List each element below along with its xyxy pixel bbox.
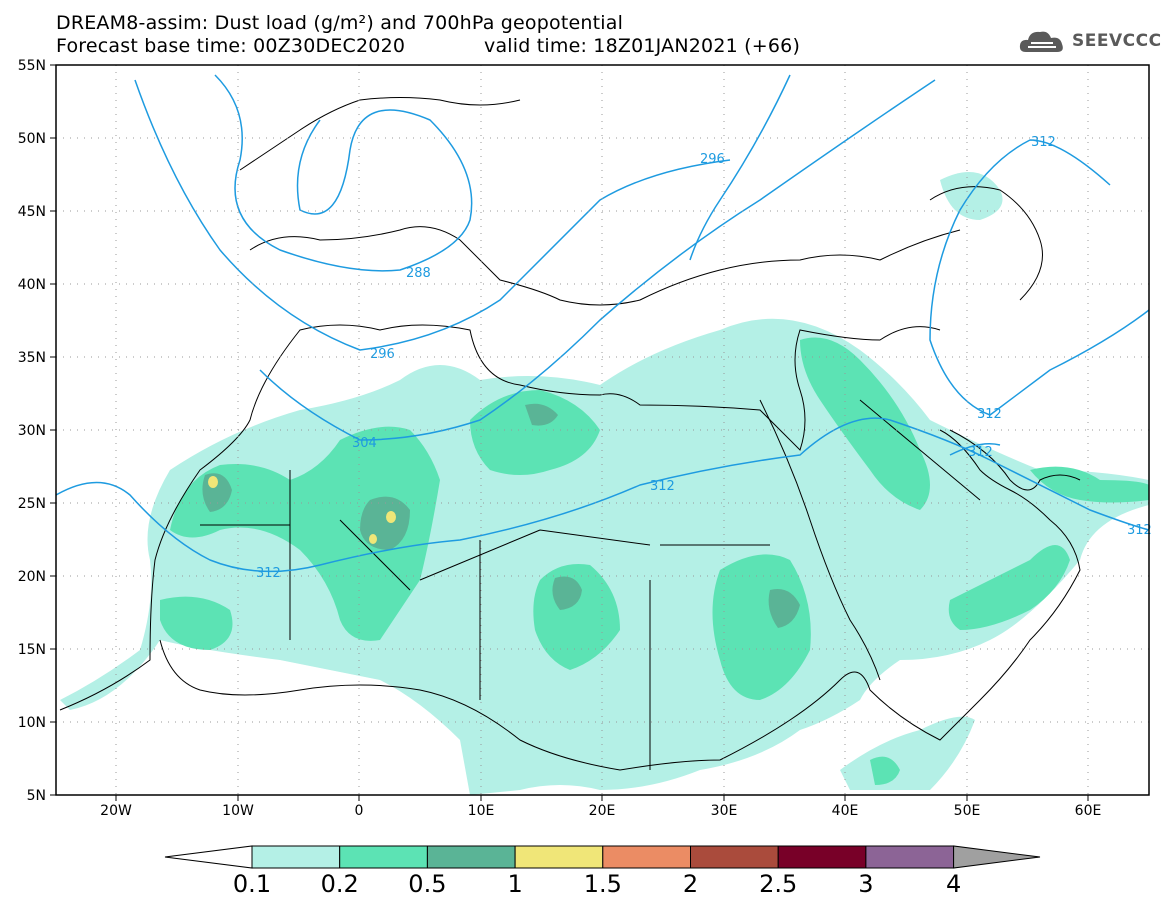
colorbar-label: 1 [507, 870, 523, 898]
lat-label: 25N [18, 496, 46, 512]
lat-label: 55N [18, 58, 46, 74]
contour-label: 312 [968, 445, 993, 460]
seevccc-logo: SEEVCCC [1018, 24, 1162, 58]
lat-label: 15N [18, 642, 46, 658]
colorbar-label: 1.5 [583, 870, 622, 898]
lon-label: 10W [222, 803, 254, 819]
axis-ticks [50, 64, 1089, 801]
dust-field [60, 172, 1149, 795]
lon-label: 0 [355, 803, 364, 819]
valid-time: valid time: 18Z01JAN2021 (+66) [484, 35, 801, 57]
lon-label: 40E [832, 803, 859, 819]
contour-label: 312 [1127, 523, 1152, 538]
lat-label: 20N [18, 569, 46, 585]
contour-labels: 288 296 296 304 312 312 312 312 312 312 [256, 135, 1152, 581]
colorbar-segment [426, 845, 516, 869]
contour-label: 312 [256, 566, 281, 581]
colorbar-label: 4 [945, 870, 962, 898]
lon-label: 50E [954, 803, 981, 819]
cloud-logo-icon [1019, 31, 1063, 52]
lon-label: 60E [1075, 803, 1102, 819]
colorbar-label: 0.1 [232, 870, 272, 898]
lat-label: 5N [27, 788, 46, 804]
lon-label: 20W [100, 803, 132, 819]
graticule [56, 65, 1149, 795]
lat-label: 45N [18, 204, 46, 220]
contour-label: 312 [1031, 135, 1056, 150]
lat-label: 30N [18, 423, 46, 439]
colorbar-segment [690, 845, 779, 869]
lat-label: 50N [18, 131, 46, 147]
longitude-labels: 20W 10W 0 10E 20E 30E 40E 50E 60E [100, 803, 1101, 819]
contour-label: 312 [650, 479, 675, 494]
colorbar-segment [602, 845, 691, 869]
colorbar-label: 3 [858, 870, 874, 898]
lon-label: 20E [589, 803, 616, 819]
colorbar-segment [339, 845, 428, 869]
lat-label: 40N [18, 277, 46, 293]
colorbar [164, 845, 1041, 869]
contour-label: 296 [370, 347, 395, 362]
latitude-labels: 5N 10N 15N 20N 25N 30N 35N 40N 45N 50N 5… [18, 58, 46, 804]
colorbar-label: 0.2 [320, 870, 359, 898]
geopotential-contours [56, 74, 1149, 573]
colorbar-segment [514, 845, 604, 869]
lon-label: 30E [711, 803, 738, 819]
colorbar-label: 2.5 [759, 870, 798, 898]
contour-label: 312 [977, 407, 1002, 422]
colorbar-label: 0.5 [408, 870, 447, 898]
contour-label: 296 [700, 152, 725, 167]
contour-label: 288 [406, 266, 431, 281]
colorbar-segment [251, 845, 341, 869]
map-title: DREAM8-assim: Dust load (g/m²) and 700hP… [56, 12, 624, 34]
lat-label: 10N [18, 715, 46, 731]
lon-label: 10E [468, 803, 495, 819]
colorbar-segment [777, 845, 867, 869]
contour-label: 304 [352, 436, 377, 451]
colorbar-left-triangle [164, 845, 253, 869]
colorbar-segment [865, 845, 955, 869]
colorbar-right-triangle [953, 845, 1041, 869]
lat-label: 35N [18, 350, 46, 366]
forecast-base-time: Forecast base time: 00Z30DEC2020 [56, 35, 406, 57]
colorbar-label: 2 [682, 870, 699, 898]
logo-text: SEEVCCC [1072, 31, 1162, 51]
